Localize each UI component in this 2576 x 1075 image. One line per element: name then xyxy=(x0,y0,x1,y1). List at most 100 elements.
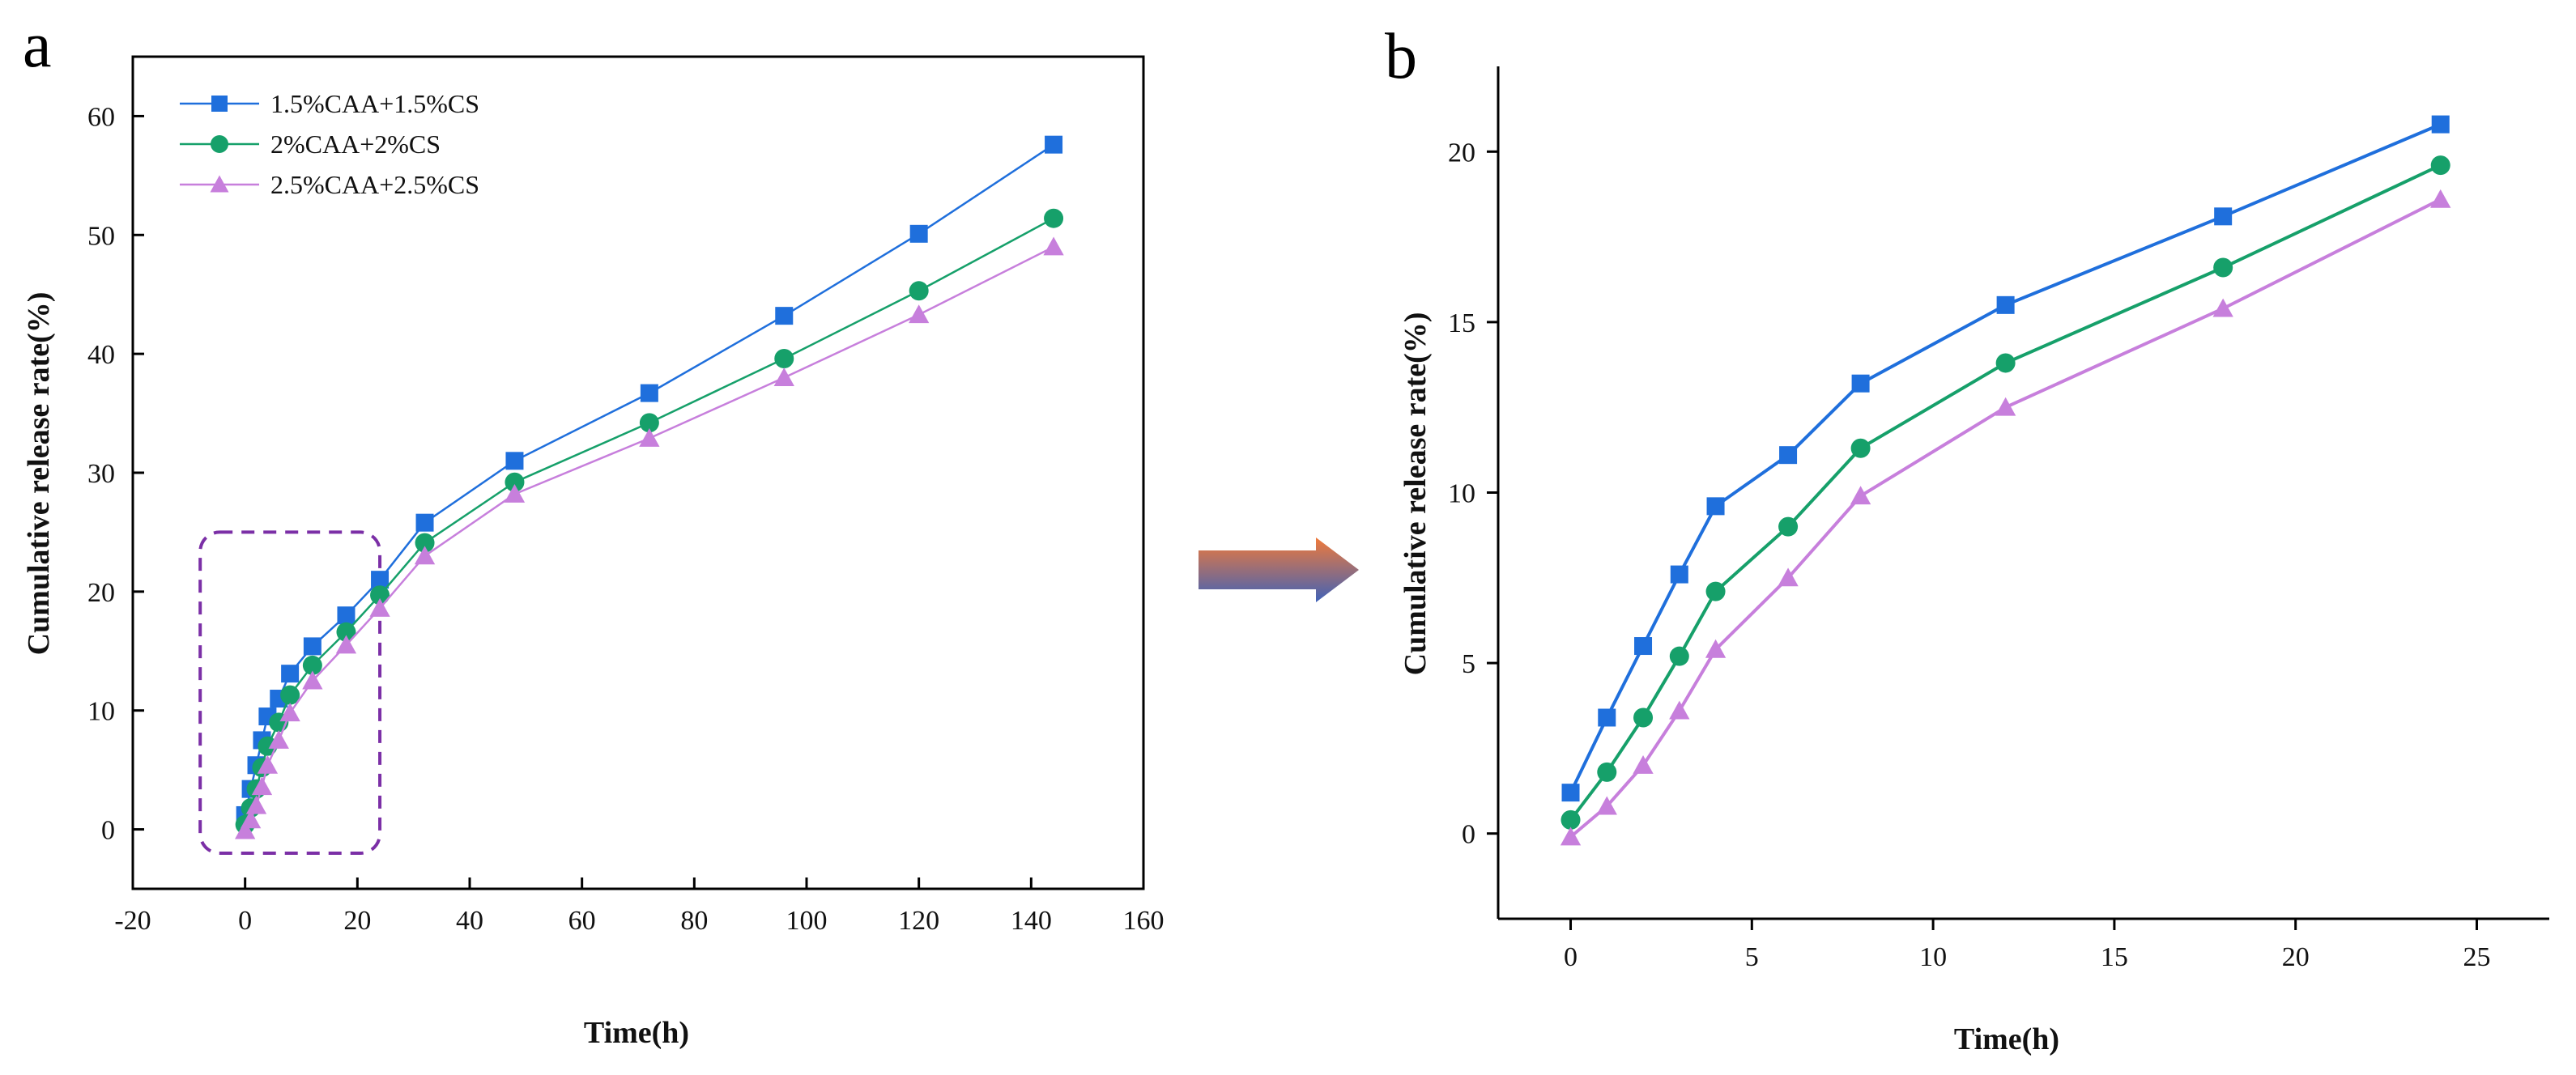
panel-b-y-axis-title: Cumulative release rate(%) xyxy=(1399,312,1433,676)
panel-a-x-tick-label: 100 xyxy=(786,906,828,936)
panel-a-series-2-point xyxy=(415,533,435,553)
panel-a-x-tick-label: -20 xyxy=(114,906,151,936)
panel-b-x-tick-label: 0 xyxy=(1564,942,1578,972)
panel-b-series-2-point xyxy=(1850,438,1871,458)
panel-a-series-3-point xyxy=(279,703,300,722)
panel-b-series-line-1 xyxy=(1569,122,2442,794)
panel-b-series-2-point xyxy=(1778,516,1799,537)
panel-a-series-2-point xyxy=(639,413,659,433)
panel-a-series-2-point xyxy=(370,585,390,605)
panel-b-series-2-point xyxy=(1705,581,1726,601)
panel-b-series-1-point xyxy=(1851,374,1870,393)
legend-label-3: 2.5%CAA+2.5%CS xyxy=(270,170,479,199)
panel-b-series xyxy=(1560,115,2451,846)
panel-a-series-3-point xyxy=(302,670,323,690)
panel-a-series-3-point xyxy=(909,304,930,324)
panel-a-series-3-point xyxy=(268,729,289,749)
panel-b-series-1-point xyxy=(1561,784,1580,802)
panel-b-ticks: 0 5 10 15 20 25 0 5 10 15 20 xyxy=(1448,138,2490,972)
panel-a-series-3-point xyxy=(245,795,267,814)
transition-arrow xyxy=(1199,538,1359,602)
panel-a-series-3-point xyxy=(414,546,436,565)
panel-b-series-2-point xyxy=(2430,155,2450,176)
panel-a-series-1-point xyxy=(281,665,300,683)
panel-a-y-tick-label: 10 xyxy=(87,697,115,727)
panel-b-series-2-point xyxy=(1561,809,1581,830)
panel-a-x-tick-label: 160 xyxy=(1123,906,1165,936)
panel-b-series-3-point xyxy=(2212,298,2233,317)
panel-b-series-2-point xyxy=(1597,762,1617,782)
panel-a-y-tick-label: 0 xyxy=(101,816,115,846)
panel-a-series-3-point xyxy=(335,635,357,654)
panel-b-series-1-point xyxy=(2214,207,2233,226)
panel-a-series-2-point xyxy=(909,281,929,301)
panel-a-series-3-point xyxy=(257,754,279,774)
panel-b-series-3-point xyxy=(1633,755,1654,774)
panel-label-a: a xyxy=(23,10,52,81)
panel-b-x-tick-label: 15 xyxy=(2101,942,2128,972)
panel-a-x-tick-label: 40 xyxy=(456,906,483,936)
panel-a-zoom-region xyxy=(198,530,382,855)
panel-a-series-3-point xyxy=(240,809,262,829)
panel-a-y-axis-title: Cumulative release rate(%) xyxy=(22,292,56,656)
panel-a-series xyxy=(235,135,1064,839)
panel-a-series-1-point xyxy=(909,224,928,243)
panel-a-series-1-point xyxy=(415,513,434,532)
panel-b-series-3-point xyxy=(1850,486,1871,505)
panel-b-series-1-point xyxy=(1598,708,1616,727)
panel-a-series-3-point xyxy=(1043,236,1064,256)
legend-marker-2 xyxy=(211,135,228,153)
panel-a-x-tick-label: 140 xyxy=(1011,906,1052,936)
panel-a-series-2-point xyxy=(505,472,525,492)
panel-a-y-tick-label: 30 xyxy=(87,459,115,489)
panel-b-series-line-3 xyxy=(1569,198,2442,839)
panel-label-b: b xyxy=(1385,21,1417,92)
panel-a-series-1-point xyxy=(640,384,658,402)
panel-a-y-tick-label: 20 xyxy=(87,578,115,608)
panel-b-x-tick-label: 5 xyxy=(1745,942,1759,972)
panel-b-x-tick-label: 10 xyxy=(1919,942,1947,972)
panel-b-series-line-2 xyxy=(1569,164,2442,822)
panel-b-series-2-point xyxy=(1669,646,1689,666)
panel-a-series-1-point xyxy=(505,452,524,470)
panel-a-legend: 1.5%CAA+1.5%CS 2%CAA+2%CS 2.5%CAA+2.5%CS xyxy=(180,89,479,199)
panel-a-series-3-point xyxy=(639,427,660,447)
panel-b-x-tick-label: 25 xyxy=(2463,942,2490,972)
panel-b-y-tick-label: 5 xyxy=(1462,649,1475,679)
panel-b-series-3-point xyxy=(1995,397,2016,416)
panel-a-series-1-point xyxy=(303,637,321,656)
panel-a-series-2-point xyxy=(258,736,278,756)
panel-b-series-3-point xyxy=(1560,826,1582,846)
panel-b-y-tick-label: 20 xyxy=(1448,138,1475,168)
panel-a-series-2-point xyxy=(280,685,300,705)
panel-a-series-3-point xyxy=(369,597,390,617)
panel-a-series-3-point xyxy=(235,820,256,839)
panel-a-series-line-3 xyxy=(244,245,1054,831)
panel-b-series-3-point xyxy=(1669,700,1690,720)
panel-a-y-tick-label: 40 xyxy=(87,340,115,370)
panel-a-series-2-point xyxy=(774,349,794,369)
panel-a-series-3-point xyxy=(504,483,526,503)
panel-a-series-2-point xyxy=(1044,208,1064,228)
panel-a-series-1-point xyxy=(1045,135,1063,154)
panel-a-x-tick-label: 120 xyxy=(898,906,939,936)
panel-a-x-tick-label: 80 xyxy=(680,906,708,936)
panel-a-y-tick-label: 50 xyxy=(87,221,115,251)
panel-b-series-3-point xyxy=(2430,189,2451,208)
panel-b-y-tick-label: 0 xyxy=(1462,820,1475,850)
panel-a-series-2-point xyxy=(302,655,322,675)
panel-a-series-1-point xyxy=(775,307,794,325)
panel-a-series-3-point xyxy=(773,368,794,386)
legend-marker-3 xyxy=(210,175,229,193)
panel-b-series-3-point xyxy=(1778,567,1799,587)
panel-a-x-axis-title: Time(h) xyxy=(584,1016,689,1050)
panel-a-series-line-2 xyxy=(244,217,1054,826)
panel-a-series-2-point xyxy=(336,622,356,642)
panel-b-series-1-point xyxy=(2431,115,2450,134)
panel-a-series-3-point xyxy=(251,776,273,796)
panel-b-y-tick-label: 10 xyxy=(1448,479,1475,509)
panel-b-series-2-point xyxy=(2213,257,2233,278)
panel-a-x-tick-label: 60 xyxy=(568,906,596,936)
panel-b-series-1-point xyxy=(1634,637,1653,656)
